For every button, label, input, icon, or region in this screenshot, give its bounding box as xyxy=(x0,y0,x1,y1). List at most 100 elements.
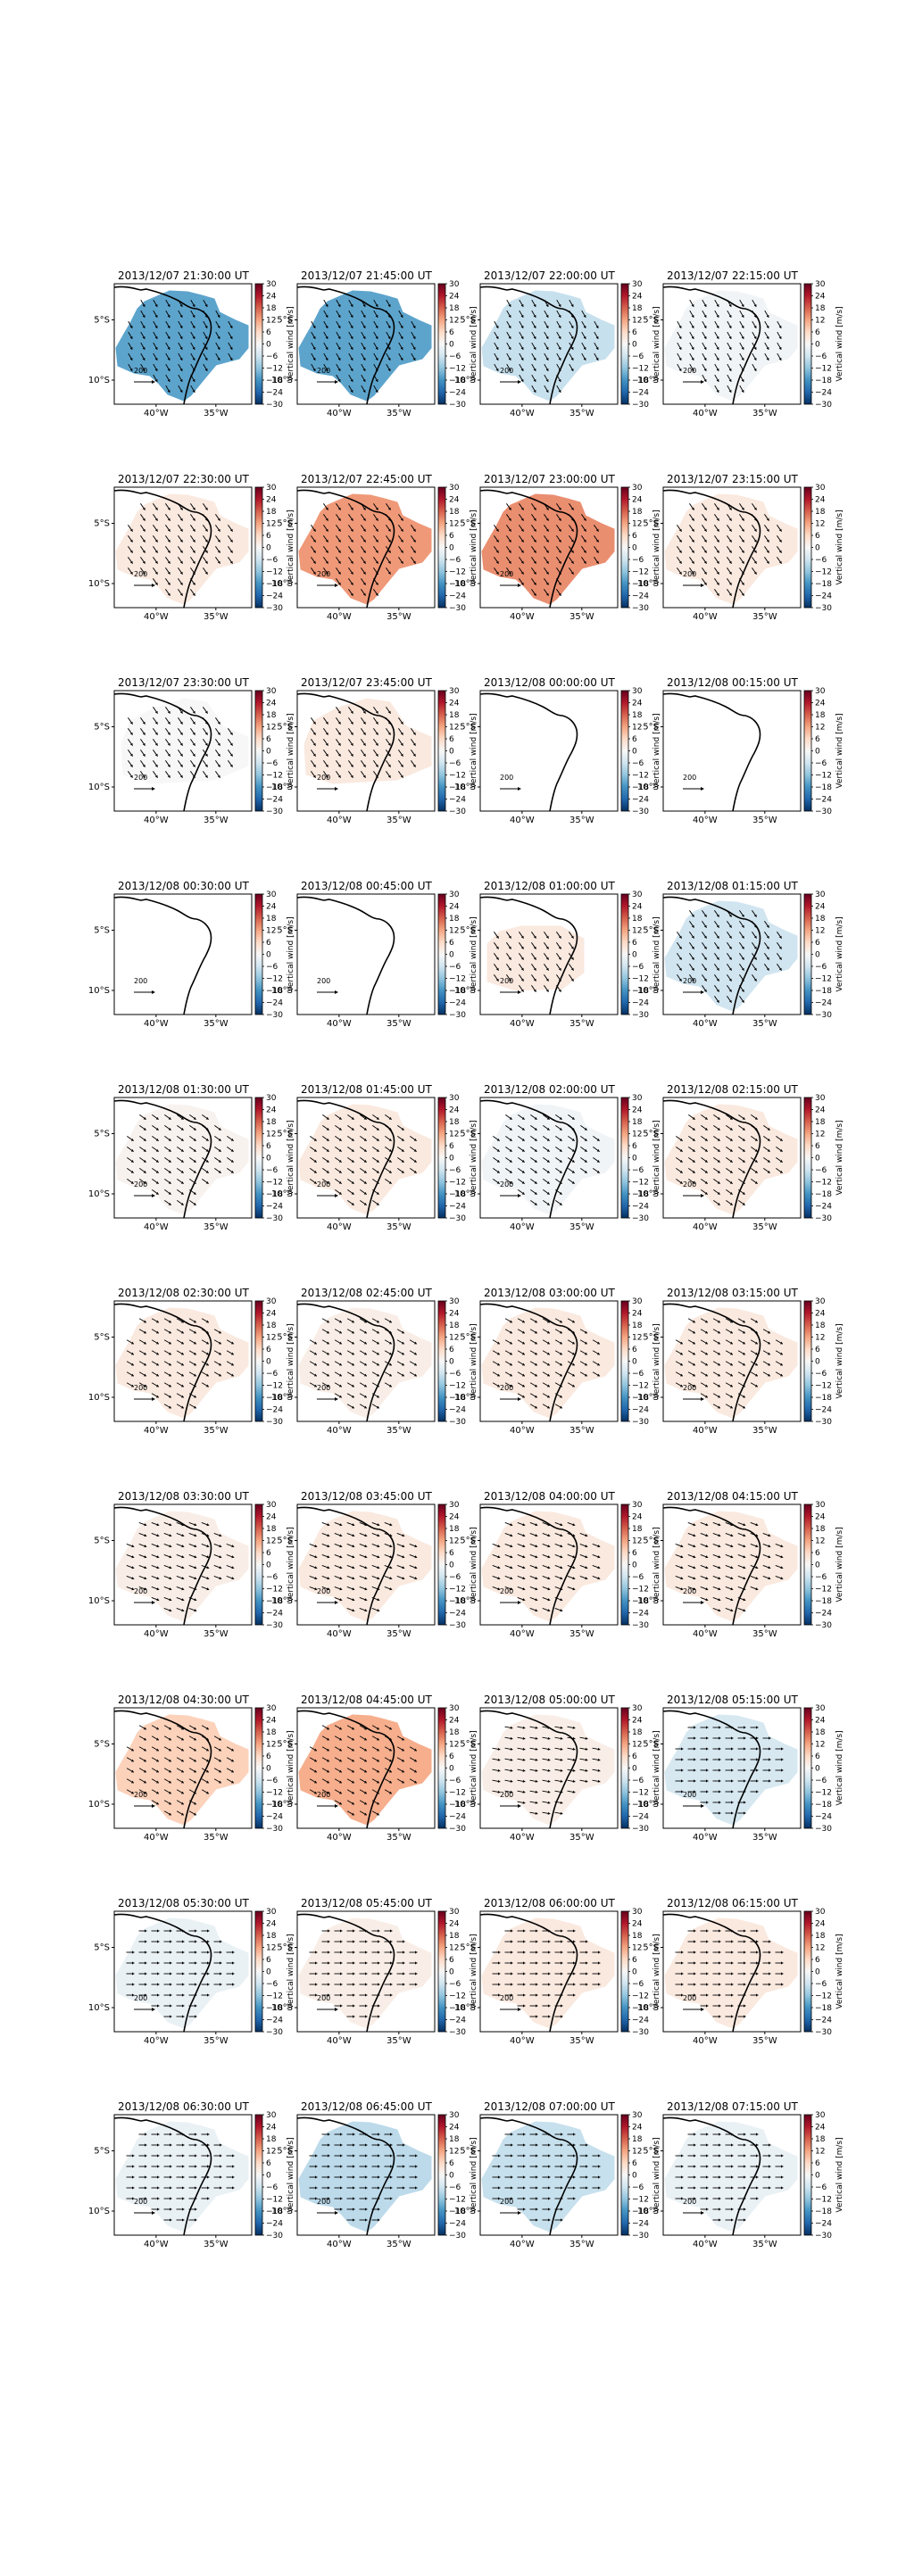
axes-frame xyxy=(662,283,802,405)
colorbar-tick-label: −12 xyxy=(449,1586,466,1594)
wind-arrowhead xyxy=(362,582,366,585)
wind-arrowhead xyxy=(680,1566,684,1570)
colorbar-tick-label: 0 xyxy=(449,341,454,350)
wind-arrowhead xyxy=(194,1598,197,1602)
colorbar-tick-label: −18 xyxy=(815,580,832,589)
wind-arrowhead xyxy=(598,1983,601,1986)
wind-arrowhead xyxy=(678,957,682,960)
colorbar-tick-label: 24 xyxy=(632,1310,643,1319)
wind-arrowhead xyxy=(716,978,719,982)
wind-arrowhead xyxy=(767,1138,770,1141)
wind-arrowhead xyxy=(570,935,574,939)
wind-arrowhead xyxy=(742,1138,745,1141)
wind-arrowhead xyxy=(400,732,403,735)
wind-arrowhead xyxy=(339,1523,343,1527)
wind-arrowhead xyxy=(744,1983,746,1986)
wind-arrowhead xyxy=(180,1159,184,1163)
axes-frame xyxy=(113,1910,253,2033)
wind-arrowhead xyxy=(204,710,208,714)
colorbar xyxy=(254,893,263,1015)
wind-arrowhead xyxy=(351,1116,354,1120)
colorbar xyxy=(437,1300,446,1422)
wind-arrowhead xyxy=(546,1202,550,1205)
wind-arrowhead xyxy=(496,1363,500,1366)
wind-arrowhead xyxy=(497,1747,501,1751)
wind-arrowhead xyxy=(731,1993,734,1997)
wind-arrowhead xyxy=(766,314,769,318)
wind-arrowhead xyxy=(155,1170,159,1173)
colorbar-tick-label: 18 xyxy=(449,1118,460,1127)
wind-arrowhead xyxy=(232,2186,235,2190)
y-tick-label: 5°S xyxy=(460,926,476,936)
y-tick-label: 10°S xyxy=(88,986,110,996)
wind-arrowhead xyxy=(182,1961,185,1965)
wind-arrowhead xyxy=(731,1758,734,1761)
wind-arrowhead xyxy=(180,1116,184,1120)
wind-arrowhead xyxy=(377,1545,380,1548)
wind-arrowhead xyxy=(338,1384,342,1387)
wind-arrowhead xyxy=(716,539,719,543)
colorbar-tick-label: 6 xyxy=(815,735,820,744)
wind-arrowhead xyxy=(195,2015,197,2018)
wind-arrowhead xyxy=(694,1779,696,1783)
wind-arrowhead xyxy=(678,539,682,543)
wind-arrowhead xyxy=(364,1566,368,1570)
wind-arrowhead xyxy=(169,1577,172,1580)
wind-arrowhead xyxy=(229,335,233,339)
colorbar-tick-label: −12 xyxy=(449,1179,466,1188)
colorbar-tick-label: 12 xyxy=(815,1334,825,1343)
wind-arrowhead xyxy=(352,1577,355,1580)
wind-arrowhead xyxy=(548,1940,551,1943)
coastline xyxy=(480,1710,578,1828)
wind-arrowhead xyxy=(182,1993,185,1997)
wind-arrowhead xyxy=(520,325,524,328)
panel-title: 2013/12/08 03:30:00 UT xyxy=(118,1490,249,1503)
wind-arrowhead xyxy=(168,1330,171,1334)
colorbar-label: Vertical wind [m/s] xyxy=(470,713,478,788)
wind-arrowhead xyxy=(362,560,366,564)
wind-arrowhead xyxy=(497,1566,501,1570)
wind-arrowhead xyxy=(769,1951,771,1954)
wind-arrowhead xyxy=(497,1545,501,1548)
quiver-key-head xyxy=(335,1397,338,1401)
y-tick-label: 10°S xyxy=(88,2003,110,2013)
colorbar-tick-label: −12 xyxy=(632,1179,649,1188)
wind-arrowhead xyxy=(132,2197,135,2200)
colorbar-tick-label: 18 xyxy=(266,1118,277,1127)
colorbar-tick-label: −30 xyxy=(815,1825,832,1834)
wind-arrowhead xyxy=(143,1170,146,1173)
coastline xyxy=(297,286,395,404)
wind-field xyxy=(481,1714,615,1826)
colorbar-tick-label: 18 xyxy=(266,508,277,517)
y-tick-label: 10°S xyxy=(271,1596,293,1606)
colorbar-label: Vertical wind [m/s] xyxy=(652,1730,661,1805)
wind-arrowhead xyxy=(545,378,549,382)
wind-arrowhead xyxy=(511,1993,513,1997)
wind-arrowhead xyxy=(376,1727,379,1730)
quiver-key-head xyxy=(701,584,704,587)
wind-arrowhead xyxy=(375,303,378,307)
x-tick-label: 35°W xyxy=(569,816,594,825)
wind-arrowhead xyxy=(558,528,561,532)
wind-arrowhead xyxy=(704,1148,708,1152)
wind-arrowhead xyxy=(167,507,170,510)
wind-arrowhead xyxy=(389,1587,393,1591)
coastline xyxy=(663,1710,761,1828)
colorbar-tick-label: −24 xyxy=(815,1406,832,1415)
x-tick-label: 40°W xyxy=(693,409,718,418)
quiver-key-label: 200 xyxy=(134,367,147,375)
wind-arrowhead xyxy=(129,774,133,778)
colorbar xyxy=(254,2114,263,2236)
wind-arrowhead xyxy=(401,1341,404,1345)
wind-arrowhead xyxy=(179,303,183,307)
wind-arrowhead xyxy=(717,1395,720,1398)
wind-arrowhead xyxy=(756,1940,759,1943)
wind-arrowhead xyxy=(142,518,145,521)
wind-arrowhead xyxy=(508,528,511,532)
wind-arrowhead xyxy=(145,2197,147,2200)
wind-arrowhead xyxy=(193,1170,196,1173)
colorbar-tick-label: −24 xyxy=(815,2017,832,2025)
wind-arrowhead xyxy=(387,507,391,510)
wind-arrowhead xyxy=(678,528,682,532)
